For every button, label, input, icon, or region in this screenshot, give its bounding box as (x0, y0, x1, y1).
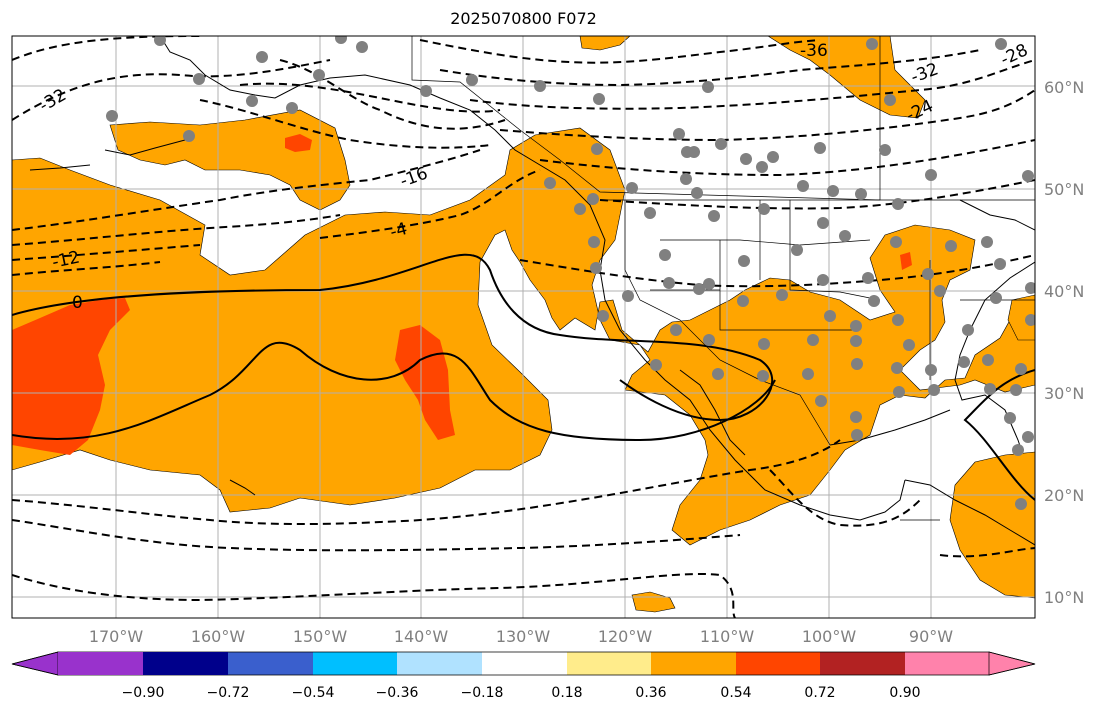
colorbar-tick-label: 0.90 (889, 685, 920, 701)
map-frame (11, 35, 1036, 619)
shade-canada-north (579, 36, 631, 51)
lon-label: 130°W (496, 627, 551, 646)
colorbar-bin (482, 652, 567, 675)
shade-pacific (12, 127, 1035, 546)
lat-label: 40°N (1044, 282, 1084, 301)
lon-label: 140°W (394, 627, 449, 646)
colorbar-tick-label: 0.54 (720, 685, 751, 701)
colorbar-bin (651, 652, 736, 675)
colorbar-bin (313, 652, 397, 675)
colorbar-tick-label: 0.36 (635, 685, 666, 701)
colorbar-bin (567, 652, 651, 675)
colorbar-bin (397, 652, 482, 675)
station-markers (106, 36, 1035, 510)
colorbar-tick-label: −0.36 (376, 685, 419, 701)
contours (12, 253, 1035, 501)
colorbar-high-extend (988, 651, 1036, 676)
dashed-contours (12, 36, 1035, 618)
colorbar-tick-label: −0.72 (207, 685, 250, 701)
shade-east-coast (1007, 294, 1035, 341)
contour-0-b (12, 341, 776, 442)
lon-label: 100°W (802, 627, 857, 646)
contour-label: -4 (388, 219, 410, 243)
colorbar (11, 651, 1036, 676)
colorbar-tick-label: −0.54 (292, 685, 335, 701)
contour-0-c (963, 369, 1035, 501)
shade-high-alaska (285, 134, 312, 152)
shade-alaska (109, 109, 351, 211)
lon-label: 120°W (598, 627, 653, 646)
graticule (12, 36, 1035, 618)
map-panel: -32 -36 -32 -28 -24 -16 -12 -4 0 (12, 36, 1035, 618)
shade-high-midwest (900, 252, 912, 270)
colorbar-ticks: −0.90 −0.72 −0.54 −0.36 −0.18 0.18 0.36 … (122, 685, 921, 701)
contour-label: 0 (72, 293, 83, 313)
contour-0-a (12, 253, 774, 422)
lon-label: 170°W (89, 627, 144, 646)
colorbar-tick-label: 0.18 (551, 685, 582, 701)
lon-label: 110°W (700, 627, 755, 646)
lat-label: 60°N (1044, 78, 1084, 97)
colorbar-bin (228, 652, 313, 675)
shade-high-west (12, 298, 130, 455)
lat-label: 50°N (1044, 180, 1084, 199)
lat-label: 30°N (1044, 384, 1084, 403)
colorbar-tick-label: 0.72 (804, 685, 835, 701)
colorbar-tick-label: −0.18 (461, 685, 504, 701)
lat-label: 20°N (1044, 486, 1084, 505)
colorbar-tick-label: −0.90 (122, 685, 165, 701)
contour-label: -36 (800, 41, 828, 61)
map-title: 2025070800 F072 (450, 9, 597, 28)
colorbar-bin (905, 652, 989, 675)
colorbar-low-extend (11, 651, 59, 676)
lon-label: 150°W (293, 627, 348, 646)
latitude-labels: 60°N 50°N 40°N 30°N 20°N 10°N (1044, 78, 1084, 607)
colorbar-bin (820, 652, 905, 675)
lat-label: 10°N (1044, 588, 1084, 607)
longitude-labels: 170°W 160°W 150°W 140°W 130°W 120°W 110°… (89, 627, 953, 646)
lon-label: 90°W (909, 627, 953, 646)
colorbar-bin (736, 652, 820, 675)
lon-label: 160°W (191, 627, 246, 646)
